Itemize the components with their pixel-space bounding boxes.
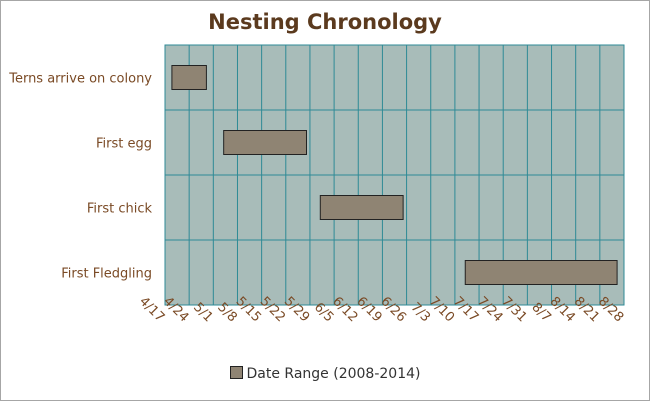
category-label: First chick xyxy=(87,202,153,217)
legend: Date Range (2008-2014) xyxy=(0,366,650,382)
range-bar xyxy=(464,260,618,285)
legend-label: Date Range (2008-2014) xyxy=(246,366,421,382)
range-bar xyxy=(171,65,207,90)
plot-border xyxy=(164,44,625,306)
range-bar xyxy=(223,130,307,155)
category-label: Terns arrive on colony xyxy=(8,72,152,87)
range-bar xyxy=(319,195,404,220)
x-tick-label: 4/17 xyxy=(136,294,167,325)
chart-title: Nesting Chronology xyxy=(208,10,442,34)
category-label: First egg xyxy=(96,137,152,152)
legend-swatch xyxy=(229,366,243,379)
category-label: First Fledgling xyxy=(61,267,152,282)
